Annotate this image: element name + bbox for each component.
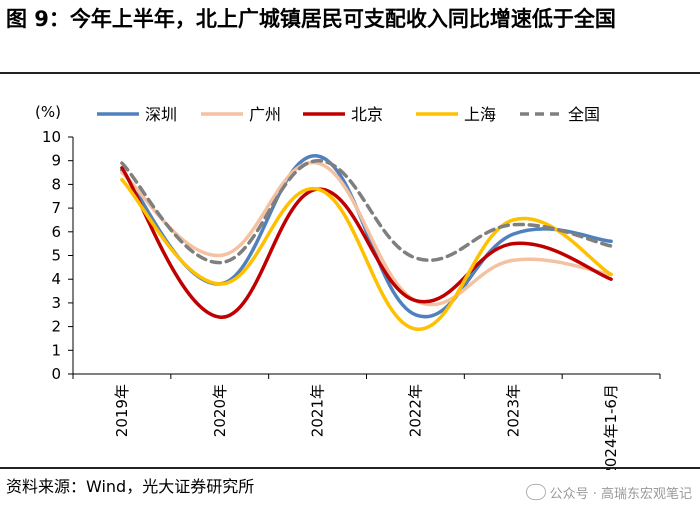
x-tick-label: 2021年 — [309, 384, 327, 437]
watermark: 公众号 · 高瑞东宏观笔记 — [525, 483, 692, 502]
y-tick-label: 9 — [51, 152, 61, 170]
series-line-4 — [120, 177, 613, 331]
series-line-3 — [120, 166, 613, 319]
chart-title: 图 9：今年上半年，北上广城镇居民可支配收入同比增速低于全国 — [6, 7, 616, 31]
legend-label: 北京 — [351, 105, 383, 124]
legend-label: 全国 — [568, 105, 600, 124]
title-divider — [0, 72, 700, 74]
legend-label: 广州 — [249, 105, 281, 124]
x-tick-label: 2022年 — [406, 384, 424, 437]
x-tick-label: 2020年 — [211, 384, 229, 437]
x-tick-label: 2019年 — [113, 384, 131, 437]
line-chart: 0 1 2 3 4 5 6 7 8 9 10 2019年 2020年 2021年 2022年 2023年 202… — [35, 103, 661, 470]
y-tick-label: 8 — [51, 175, 61, 193]
y-tick-label: 3 — [51, 294, 61, 312]
wechat-icon — [525, 484, 546, 500]
y-tick-label: 1 — [51, 341, 61, 359]
chart-series — [120, 154, 613, 331]
x-tick-label: 2024年1-6月 — [602, 384, 620, 470]
chart-axes: 0 1 2 3 4 5 6 7 8 9 10 2019年 2020年 2021年 2022年 2023年 202… — [42, 128, 661, 470]
x-tick-label: 2023年 — [504, 384, 522, 437]
y-tick-label: 7 — [51, 199, 61, 217]
y-tick-label: 2 — [51, 318, 61, 336]
watermark-text: 公众号 · 高瑞东宏观笔记 — [549, 487, 692, 502]
y-axis-unit-label: (%) — [35, 103, 61, 121]
legend-label: 深圳 — [145, 105, 177, 124]
chart-legend: 深圳 广州 北京 上海 全国 — [97, 105, 600, 124]
series-line-2 — [120, 160, 613, 307]
y-tick-label: 0 — [51, 365, 61, 383]
y-tick-label: 6 — [51, 223, 61, 241]
y-tick-label: 5 — [51, 247, 61, 265]
y-tick-label: 10 — [42, 128, 61, 146]
footer-divider — [0, 467, 700, 469]
y-tick-label: 4 — [51, 270, 61, 288]
series-line-5 — [120, 158, 613, 265]
legend-label: 上海 — [464, 105, 496, 124]
source-note: 资料来源：Wind，光大证券研究所 — [6, 477, 255, 496]
